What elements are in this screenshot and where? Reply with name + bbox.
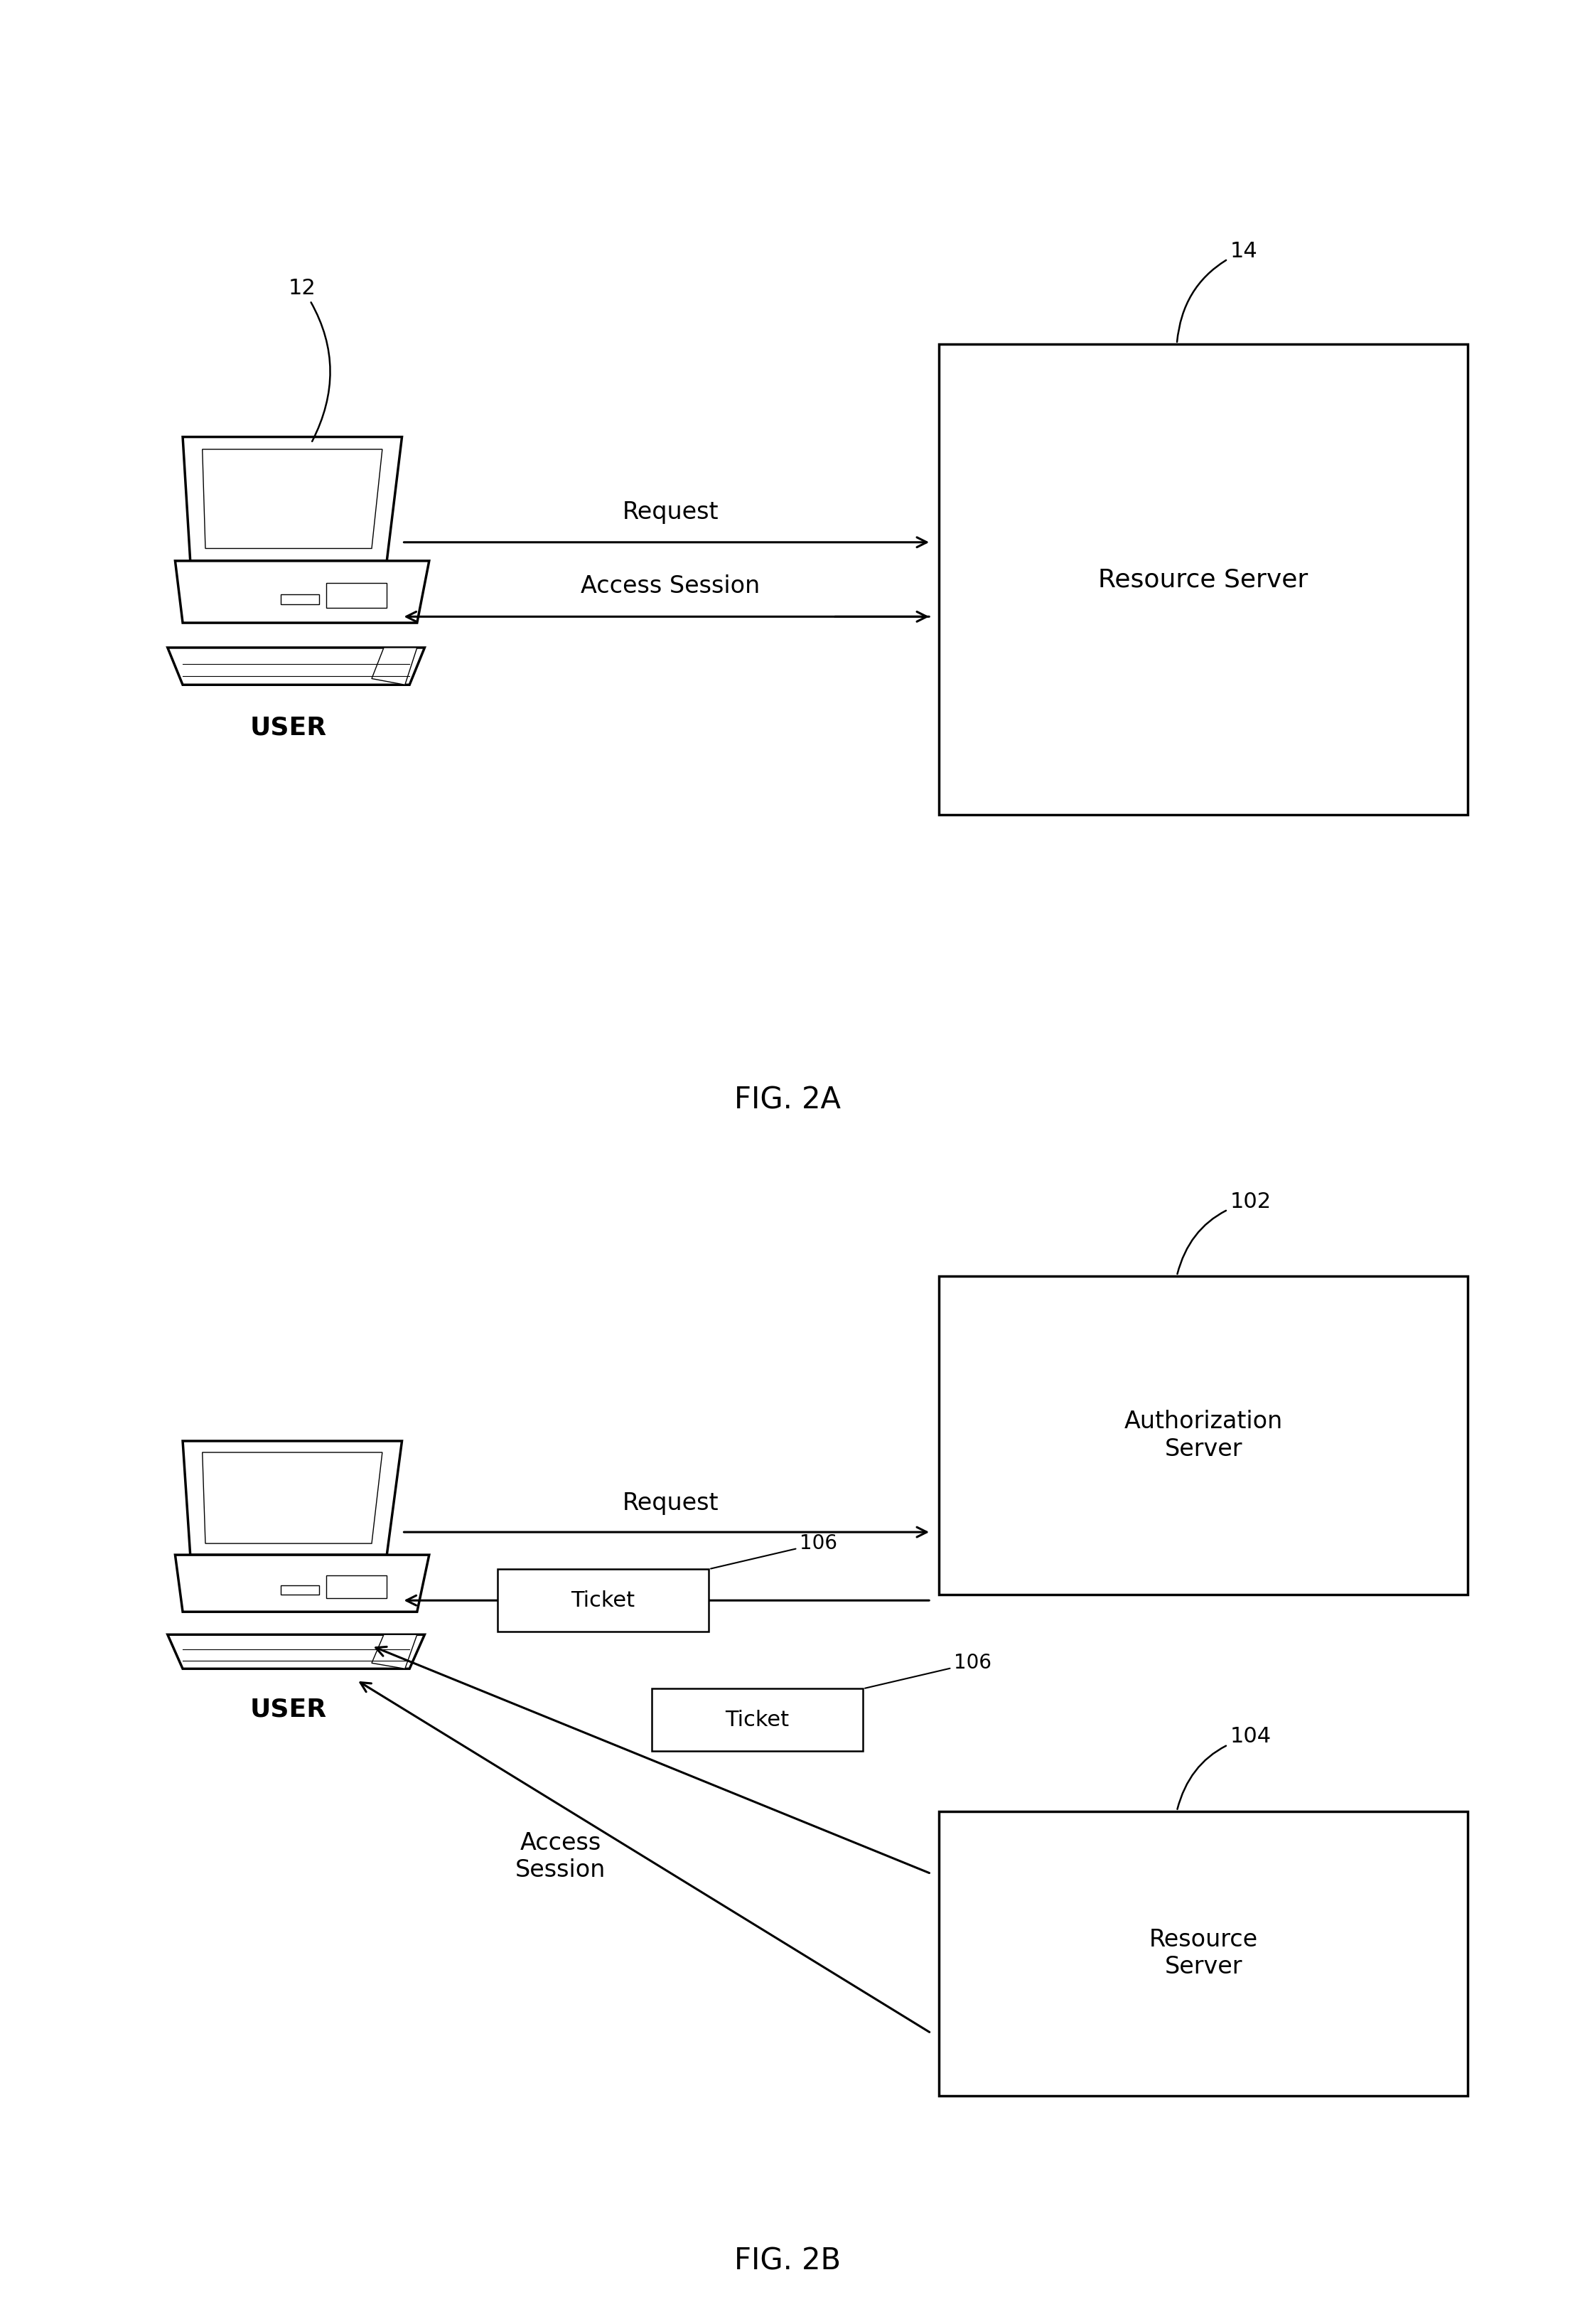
Text: Request: Request bbox=[622, 1492, 718, 1515]
Polygon shape bbox=[372, 1634, 417, 1669]
FancyBboxPatch shape bbox=[326, 1576, 387, 1599]
Text: Ticket: Ticket bbox=[572, 1590, 635, 1611]
Polygon shape bbox=[167, 1634, 425, 1669]
Text: 14: 14 bbox=[1177, 242, 1257, 342]
Text: FIG. 2B: FIG. 2B bbox=[734, 2245, 841, 2275]
Polygon shape bbox=[202, 1452, 383, 1543]
Text: FIG. 2A: FIG. 2A bbox=[734, 1085, 841, 1116]
Text: 106: 106 bbox=[865, 1652, 992, 1687]
Text: USER: USER bbox=[250, 716, 328, 739]
Text: USER: USER bbox=[250, 1697, 328, 1722]
FancyBboxPatch shape bbox=[939, 1276, 1468, 1594]
FancyBboxPatch shape bbox=[280, 595, 318, 604]
Text: 106: 106 bbox=[710, 1534, 838, 1569]
FancyBboxPatch shape bbox=[326, 583, 387, 609]
Text: 102: 102 bbox=[1178, 1192, 1271, 1274]
Text: Access
Session: Access Session bbox=[515, 1831, 606, 1882]
Text: Access Session: Access Session bbox=[581, 574, 761, 597]
Text: Ticket: Ticket bbox=[724, 1710, 789, 1731]
Text: Resource Server: Resource Server bbox=[1098, 567, 1309, 593]
Polygon shape bbox=[202, 449, 383, 548]
Text: Resource
Server: Resource Server bbox=[1148, 1929, 1258, 1978]
FancyBboxPatch shape bbox=[498, 1569, 709, 1631]
FancyBboxPatch shape bbox=[939, 344, 1468, 816]
Text: 104: 104 bbox=[1178, 1727, 1271, 1808]
Text: Authorization
Server: Authorization Server bbox=[1125, 1411, 1282, 1459]
Text: Request: Request bbox=[622, 500, 718, 523]
Polygon shape bbox=[372, 648, 417, 686]
Polygon shape bbox=[175, 1555, 428, 1613]
Polygon shape bbox=[183, 1441, 402, 1555]
Polygon shape bbox=[175, 560, 428, 623]
Polygon shape bbox=[183, 437, 402, 560]
FancyBboxPatch shape bbox=[939, 1810, 1468, 2096]
FancyBboxPatch shape bbox=[280, 1585, 318, 1594]
Polygon shape bbox=[167, 648, 425, 686]
FancyBboxPatch shape bbox=[652, 1690, 863, 1752]
Text: 12: 12 bbox=[288, 279, 331, 442]
